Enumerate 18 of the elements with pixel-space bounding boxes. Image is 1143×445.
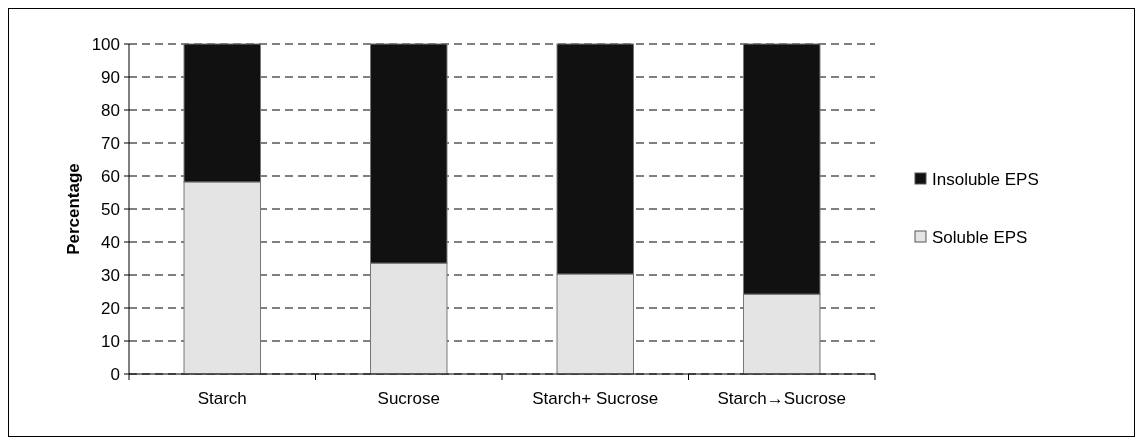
y-tick-label: 80 [101, 100, 120, 120]
y-tick-label: 70 [101, 133, 120, 153]
x-tick-label: Sucrose [377, 389, 440, 408]
y-tick-label: 20 [101, 298, 120, 318]
y-tick-label: 60 [101, 166, 120, 186]
x-tick-label: Starch→Sucrose [717, 389, 846, 408]
y-tick-label: 40 [101, 232, 120, 252]
legend-label: Insoluble EPS [932, 169, 1039, 189]
x-tick-label: Starch+ Sucrose [532, 389, 659, 408]
y-tick-label: 90 [101, 67, 120, 87]
y-tick-label: 10 [101, 331, 120, 351]
y-axis-title: Percentage [64, 163, 83, 255]
y-tick-label: 0 [110, 364, 120, 384]
x-tick-label: Starch [197, 389, 247, 408]
y-tick-label: 100 [91, 34, 120, 54]
y-tick-label: 30 [101, 265, 120, 285]
legend-label: Soluble EPS [932, 227, 1028, 247]
y-tick-label: 50 [101, 199, 120, 219]
